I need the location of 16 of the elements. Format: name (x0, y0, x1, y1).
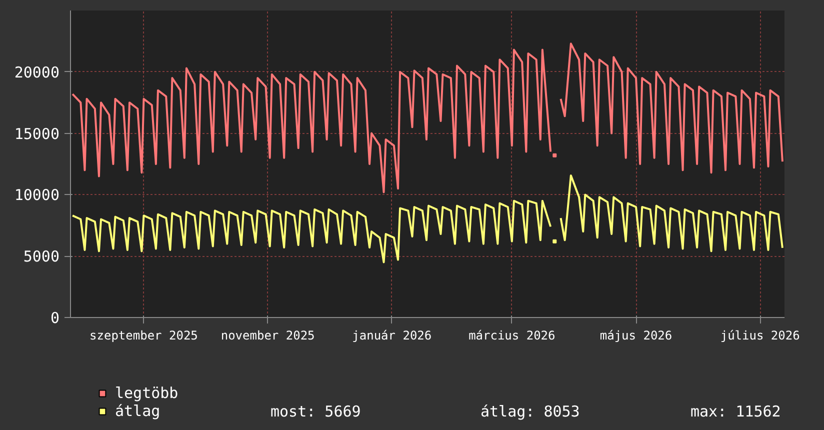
y-tick-label: 0 (50, 309, 60, 327)
text: max: 11562 (690, 402, 781, 420)
legend-label: legtöbb (115, 384, 178, 402)
x-tick-label: január 2026 (352, 328, 432, 342)
x-tick-label: szeptember 2025 (90, 328, 198, 342)
x-tick-label: március 2026 (468, 328, 556, 342)
y-tick-label: 15000 (14, 124, 60, 143)
x-tick-label: május 2026 (600, 328, 672, 342)
y-tick-label: 5000 (23, 248, 60, 266)
x-tick-label: július 2026 (720, 328, 800, 342)
x-tick-label: november 2025 (220, 328, 315, 342)
y-tick-label: 10000 (14, 186, 60, 204)
text: most: 5669 (270, 402, 361, 420)
legend-label: átlag (115, 402, 160, 420)
text: átlag: 8053 (480, 402, 580, 420)
y-tick-label: 20000 (14, 63, 60, 82)
